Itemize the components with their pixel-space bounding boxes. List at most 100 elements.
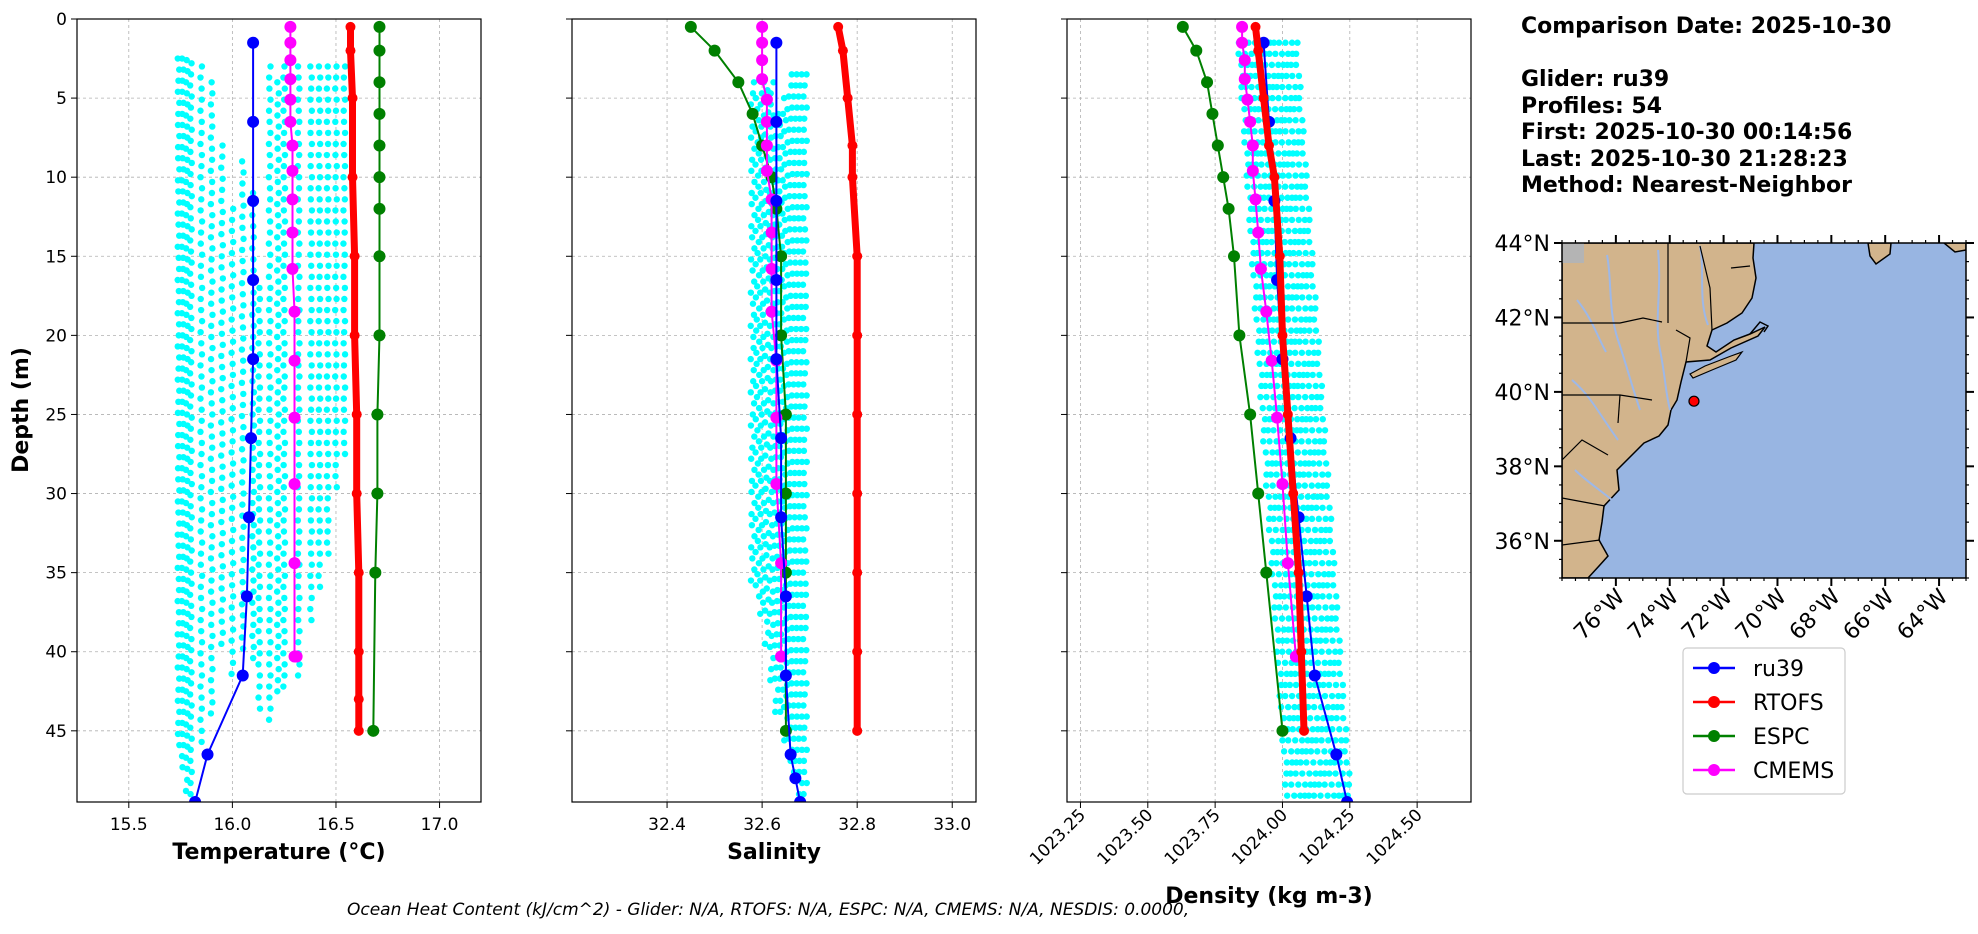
- glider-point: [773, 631, 780, 638]
- glider-point: [207, 677, 215, 684]
- glider-point: [275, 577, 282, 584]
- glider-point: [750, 333, 757, 341]
- glider-point: [1322, 626, 1330, 633]
- glider-point: [1273, 559, 1280, 567]
- glider-point: [295, 74, 302, 81]
- glider-point: [747, 355, 754, 363]
- glider-point: [256, 317, 263, 325]
- glider-point: [793, 392, 801, 399]
- glider-point: [332, 428, 340, 436]
- glider-point: [256, 428, 263, 436]
- glider-point: [265, 340, 273, 347]
- glider-point: [765, 463, 772, 470]
- map-long-island: [1689, 350, 1744, 379]
- series-point: [708, 44, 721, 57]
- glider-point: [333, 450, 340, 458]
- glider-point: [803, 425, 810, 432]
- glider-point: [275, 444, 282, 451]
- glider-point: [208, 688, 215, 695]
- glider-point: [267, 96, 274, 103]
- glider-point: [265, 594, 273, 602]
- glider-point: [208, 112, 216, 119]
- glider-point: [753, 283, 761, 290]
- glider-point: [198, 185, 206, 192]
- glider-point: [218, 253, 225, 260]
- series-point: [1258, 93, 1269, 104]
- glider-point: [341, 96, 349, 103]
- glider-point: [752, 449, 759, 456]
- glider-point: [218, 452, 225, 459]
- glider-point: [796, 547, 804, 554]
- glider-point: [1318, 737, 1325, 744]
- glider-point: [307, 417, 314, 424]
- glider-point: [198, 85, 205, 92]
- glider-point: [1330, 792, 1338, 799]
- glider-point: [1305, 205, 1313, 213]
- glider-point: [198, 118, 205, 126]
- glider-point: [230, 559, 237, 567]
- glider-point: [340, 240, 347, 247]
- glider-point: [208, 544, 215, 551]
- glider-point: [1305, 382, 1313, 390]
- glider-point: [800, 181, 807, 189]
- glider-point: [1295, 781, 1302, 788]
- glider-point: [1303, 637, 1310, 644]
- glider-point: [785, 347, 792, 355]
- glider-point: [1259, 404, 1266, 412]
- glider-point: [333, 362, 340, 369]
- glider-point: [307, 406, 315, 413]
- series-point: [1236, 20, 1249, 33]
- glider-point: [802, 303, 809, 311]
- series-point: [286, 226, 299, 239]
- glider-point: [228, 604, 235, 611]
- glider-point: [756, 338, 763, 345]
- glider-point: [1287, 205, 1294, 213]
- glider-point: [1309, 360, 1316, 368]
- glider-point: [332, 173, 339, 181]
- glider-point: [1287, 61, 1295, 69]
- glider-point: [787, 259, 794, 266]
- glider-point: [798, 270, 805, 277]
- glider-point: [256, 329, 263, 336]
- glider-point: [275, 510, 282, 518]
- glider-point: [219, 175, 226, 182]
- glider-point: [1279, 172, 1287, 179]
- glider-point: [1322, 460, 1330, 467]
- glider-point: [219, 430, 226, 437]
- glider-point: [308, 173, 316, 181]
- glider-point: [760, 211, 768, 219]
- glider-point: [187, 558, 194, 565]
- glider-point: [187, 181, 194, 189]
- glider-point: [779, 143, 787, 151]
- map-lon-label: 64°W: [1893, 584, 1954, 645]
- glider-point: [748, 223, 755, 230]
- glider-point: [267, 162, 274, 170]
- glider-point: [229, 305, 237, 312]
- glider-point: [1307, 748, 1315, 755]
- glider-point: [307, 384, 314, 391]
- glider-point: [785, 126, 793, 133]
- glider-point: [800, 414, 807, 421]
- glider-point: [307, 63, 314, 70]
- glider-point: [797, 613, 805, 621]
- series-point: [765, 305, 778, 318]
- glider-point: [787, 469, 794, 477]
- glider-point: [316, 240, 323, 247]
- glider-point: [1336, 637, 1343, 644]
- glider-point: [1312, 416, 1320, 423]
- glider-point: [1301, 393, 1309, 401]
- glider-point: [1267, 471, 1275, 478]
- series-point: [288, 354, 301, 367]
- glider-point: [240, 235, 247, 243]
- glider-point: [753, 316, 760, 323]
- glider-point: [265, 528, 273, 535]
- series-point: [1201, 76, 1214, 89]
- glider-point: [333, 417, 340, 424]
- glider-point: [256, 705, 264, 712]
- glider-point: [315, 572, 322, 579]
- glider-point: [1287, 770, 1294, 777]
- glider-point: [1292, 681, 1300, 689]
- glider-point: [755, 150, 762, 157]
- glider-point: [789, 558, 796, 565]
- glider-point: [799, 347, 807, 355]
